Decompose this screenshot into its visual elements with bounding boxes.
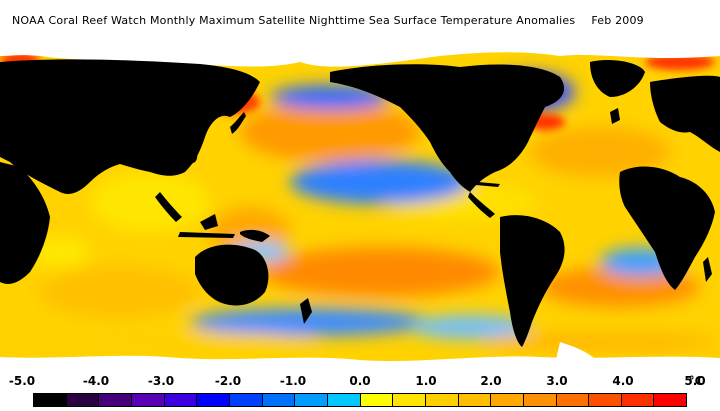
australia <box>195 244 269 306</box>
colorbar-swatch <box>523 394 557 406</box>
map-title: NOAA Coral Reef Watch Monthly Maximum Sa… <box>0 0 720 40</box>
tick-label: 1.0 <box>415 374 437 388</box>
greenland <box>590 60 645 97</box>
colorbar-swatch <box>360 394 394 406</box>
europe-east <box>650 75 720 152</box>
anomaly-field <box>30 72 720 352</box>
date-label: Feb 2009 <box>591 14 644 27</box>
title-text: NOAA Coral Reef Watch Monthly Maximum Sa… <box>12 14 576 27</box>
colorbar-swatch <box>66 394 100 406</box>
colorbar-swatch <box>621 394 655 406</box>
new-guinea <box>240 229 270 242</box>
tick-label: -3.0 <box>147 374 175 388</box>
indonesia <box>178 214 235 238</box>
colorbar-swatch <box>295 394 328 406</box>
colorbar-swatch <box>131 394 165 406</box>
colorbar-swatch <box>327 394 361 406</box>
colorbar-swatch <box>229 394 263 406</box>
tick-label: 0.0 <box>349 374 371 388</box>
tick-label: -5.0 <box>8 374 36 388</box>
japan <box>230 112 246 134</box>
tick-label: 2.0 <box>480 374 502 388</box>
land <box>0 59 720 347</box>
antarctic-peninsula-ice <box>555 342 600 364</box>
colorbar-swatch <box>34 394 67 406</box>
colorbar-swatch <box>164 394 198 406</box>
east-asia-coast <box>180 72 223 164</box>
new-zealand <box>300 298 312 324</box>
colorbar-swatch <box>556 394 590 406</box>
madagascar <box>703 257 712 282</box>
tick-label: 3.0 <box>546 374 568 388</box>
southeast-asia <box>155 192 182 222</box>
central-america <box>468 192 495 218</box>
tick-label: -1.0 <box>279 374 307 388</box>
colorbar-swatch <box>99 394 132 406</box>
unit-label: °C <box>688 374 704 388</box>
cuba <box>476 182 500 187</box>
uk <box>610 108 620 124</box>
south-america <box>500 215 565 347</box>
colorbar-swatch <box>197 394 230 406</box>
sst-anomaly-map <box>0 42 720 370</box>
africa-west <box>0 162 50 284</box>
tick-label: 4.0 <box>612 374 634 388</box>
colorbar-swatch <box>589 394 622 406</box>
colorbar-swatch <box>491 394 524 406</box>
colorbar-swatch <box>425 394 459 406</box>
africa-east <box>619 166 715 290</box>
colorbar-swatch <box>262 394 296 406</box>
north-america <box>330 64 565 192</box>
colorbar <box>33 393 687 407</box>
tick-label: 5.0 <box>684 374 706 388</box>
colorbar-swatch <box>654 394 687 406</box>
colorbar-labels: -5.0 -4.0 -3.0 -2.0 -1.0 0.0 1.0 2.0 3.0… <box>0 374 720 390</box>
antarctic-ice <box>0 355 720 370</box>
tick-label: -2.0 <box>214 374 242 388</box>
arctic-ice <box>0 42 720 67</box>
tick-label: -4.0 <box>82 374 110 388</box>
colorbar-swatch <box>393 394 426 406</box>
colorbar-swatch <box>458 394 492 406</box>
